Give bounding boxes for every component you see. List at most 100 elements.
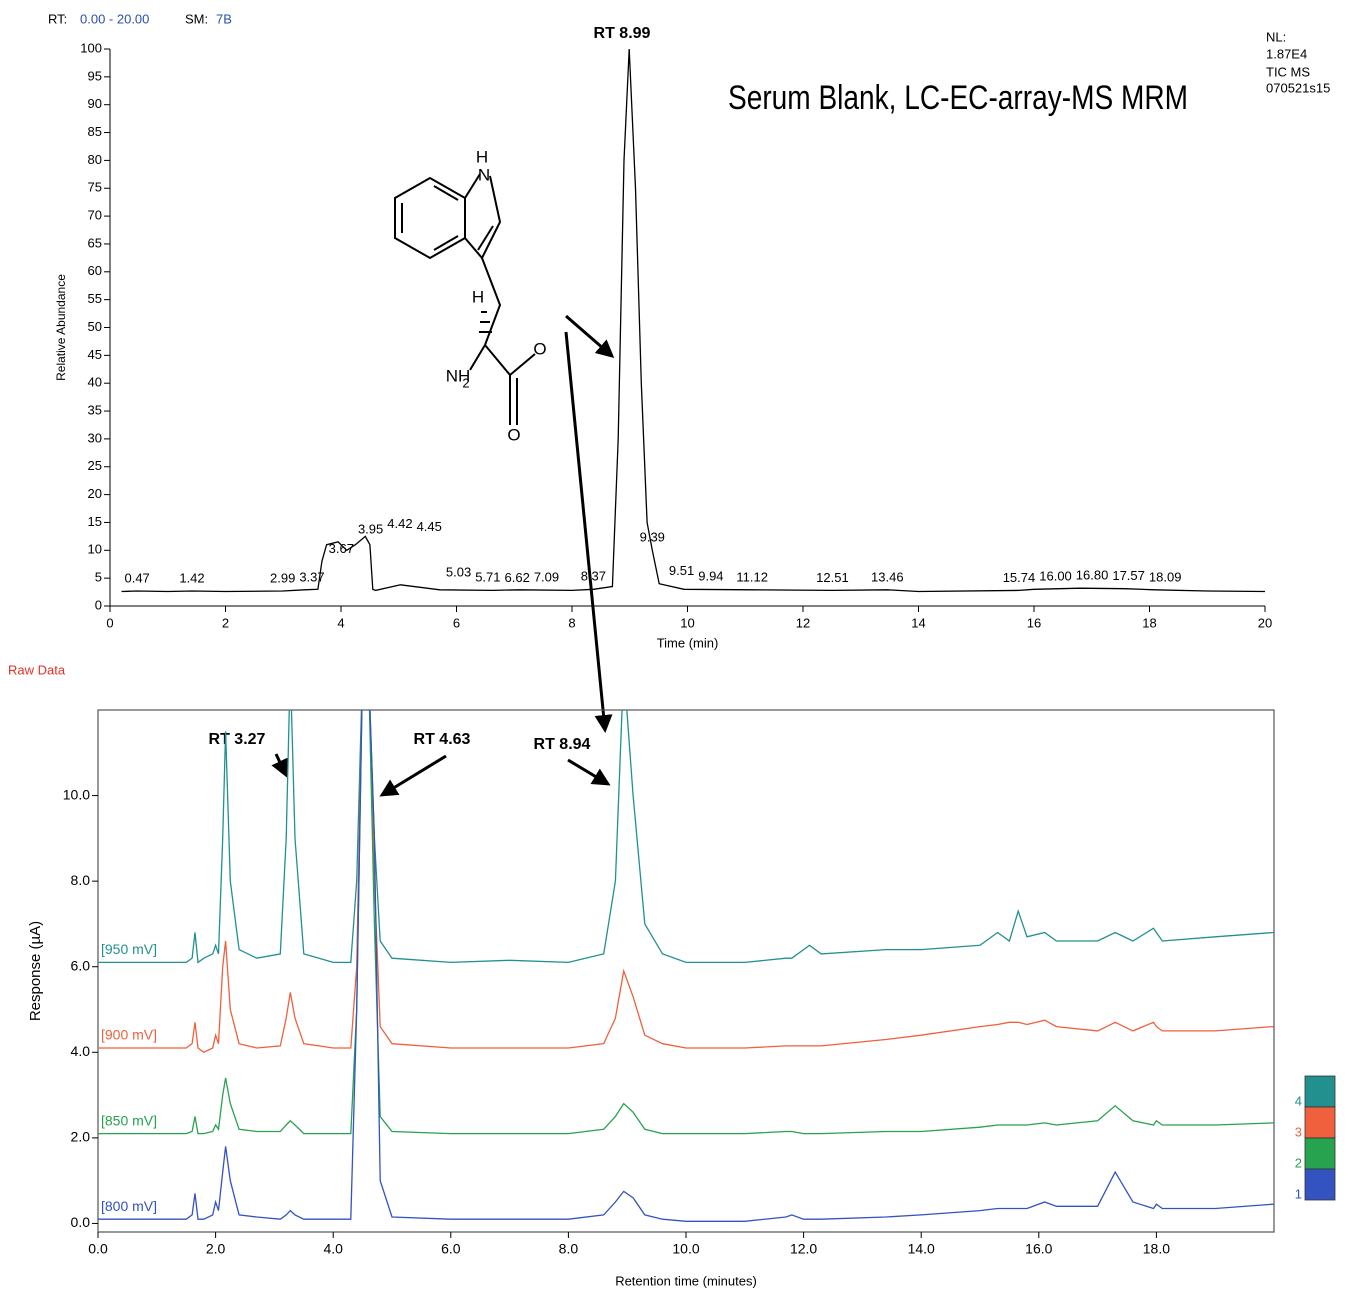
nl-info: 1.87E4 xyxy=(1266,46,1307,61)
atom: O xyxy=(533,339,546,358)
peak-label: 3.67 xyxy=(329,541,354,556)
x-tick-label: 16 xyxy=(1027,615,1041,630)
peak-label: 3.37 xyxy=(299,569,324,584)
sm-label: SM: xyxy=(185,11,208,26)
y-tick-label: 0.0 xyxy=(71,1214,91,1230)
x-tick-label: 2.0 xyxy=(206,1241,226,1257)
peak-label: 0.47 xyxy=(124,570,149,585)
y-tick-label: 8.0 xyxy=(71,872,91,888)
peak-label: 2.99 xyxy=(270,570,295,585)
bond xyxy=(464,175,502,260)
y-tick-label: 15 xyxy=(88,514,102,529)
legend-label: 3 xyxy=(1295,1124,1302,1139)
y-tick-label: 65 xyxy=(88,235,102,250)
bond xyxy=(477,225,494,251)
y-tick-label: 95 xyxy=(88,68,102,83)
x-tick-label: 8.0 xyxy=(559,1241,579,1257)
y-tick-label: 90 xyxy=(88,96,102,111)
peak-label: 3.95 xyxy=(358,521,383,536)
atom: NH xyxy=(446,366,471,385)
sm-value: 7B xyxy=(216,11,232,26)
legend-label: 4 xyxy=(1295,1093,1302,1108)
series-label: [900 mV] xyxy=(101,1027,157,1043)
y-tick-label: 75 xyxy=(88,180,102,195)
peak-label: 11.12 xyxy=(736,569,768,584)
plot-frame xyxy=(97,709,1275,1233)
x-axis-label: Time (min) xyxy=(657,635,719,650)
x-tick-label: 12.0 xyxy=(790,1241,817,1257)
y-tick-label: 20 xyxy=(88,486,102,501)
peak-label: 13.46 xyxy=(871,569,904,584)
bond xyxy=(394,176,466,260)
atom: 2 xyxy=(462,375,469,390)
series-group xyxy=(98,710,1274,1222)
peak-label: 12.51 xyxy=(816,570,849,585)
bond xyxy=(464,173,481,199)
y-tick-label: 10.0 xyxy=(63,786,90,802)
series-line xyxy=(98,710,1274,1054)
nl-info: 070521s15 xyxy=(1266,80,1330,95)
peak-label: 16.80 xyxy=(1076,568,1109,583)
y-tick-label: 30 xyxy=(88,430,102,445)
annotation: RT 4.63 xyxy=(414,731,471,748)
y-tick-label: 100 xyxy=(80,40,102,55)
x-tick-label: 4 xyxy=(337,615,344,630)
peak-label: 15.74 xyxy=(1003,570,1036,585)
chart-title: Serum Blank, LC-EC-array-MS MRM xyxy=(728,79,1188,117)
y-tick-label: 25 xyxy=(88,458,102,473)
peak-label: 5.03 xyxy=(446,564,471,579)
nl-info: NL: xyxy=(1266,29,1286,44)
y-tick-label: 80 xyxy=(88,152,102,167)
series-label: [950 mV] xyxy=(101,941,157,957)
peak-label: 9.39 xyxy=(640,530,665,545)
y-tick-label: 55 xyxy=(88,291,102,306)
peak-label: 9.51 xyxy=(669,563,694,578)
y-tick-label: 50 xyxy=(88,319,102,334)
series-line xyxy=(98,710,1274,1222)
y-tick-label: 2.0 xyxy=(71,1129,91,1145)
series-line xyxy=(121,48,1266,593)
x-tick-label: 14 xyxy=(911,615,925,630)
x-tick-label: 18.0 xyxy=(1143,1241,1170,1257)
peak-label: 16.00 xyxy=(1039,569,1072,584)
y-tick-label: 6.0 xyxy=(71,957,91,973)
legend-swatch xyxy=(1304,1137,1336,1170)
x-tick-label: 20 xyxy=(1258,615,1272,630)
y-axis-label: Relative Abundance xyxy=(54,274,68,381)
atom: O xyxy=(507,425,520,444)
series-label: [850 mV] xyxy=(101,1112,157,1128)
arrow xyxy=(567,758,611,786)
legend-swatch xyxy=(1304,1075,1336,1108)
peak-label: 5.71 xyxy=(475,569,500,584)
series-line xyxy=(98,710,1274,964)
peak-label: 4.45 xyxy=(417,519,442,534)
peak-label: 17.57 xyxy=(1112,568,1145,583)
y-tick-label: 45 xyxy=(88,347,102,362)
arrow xyxy=(565,314,615,358)
series-line xyxy=(98,710,1274,1135)
x-tick-label: 18 xyxy=(1142,615,1156,630)
legend-label: 1 xyxy=(1295,1186,1302,1201)
y-tick-label: 0 xyxy=(95,597,102,612)
x-tick-label: 2 xyxy=(222,615,229,630)
x-axis-label: Retention time (minutes) xyxy=(615,1273,757,1288)
atom: H xyxy=(476,147,488,166)
series-label: [800 mV] xyxy=(101,1198,157,1214)
x-tick-label: 6 xyxy=(453,615,460,630)
y-tick-label: 70 xyxy=(88,208,102,223)
arrow xyxy=(379,754,447,797)
x-tick-label: 10 xyxy=(680,615,694,630)
series-group xyxy=(121,48,1266,593)
legend-label: 2 xyxy=(1295,1155,1302,1170)
annotation: RT 8.99 xyxy=(594,25,651,42)
peak-label: 9.94 xyxy=(698,569,723,584)
arrows xyxy=(271,314,615,797)
arrow xyxy=(564,331,613,733)
tryptophan-structure xyxy=(394,173,536,425)
y-tick-label: 10 xyxy=(88,542,102,557)
bond xyxy=(433,185,459,201)
x-tick-label: 12 xyxy=(796,615,810,630)
y-tick-label: 5 xyxy=(95,570,102,585)
peak-label: 1.42 xyxy=(179,570,204,585)
